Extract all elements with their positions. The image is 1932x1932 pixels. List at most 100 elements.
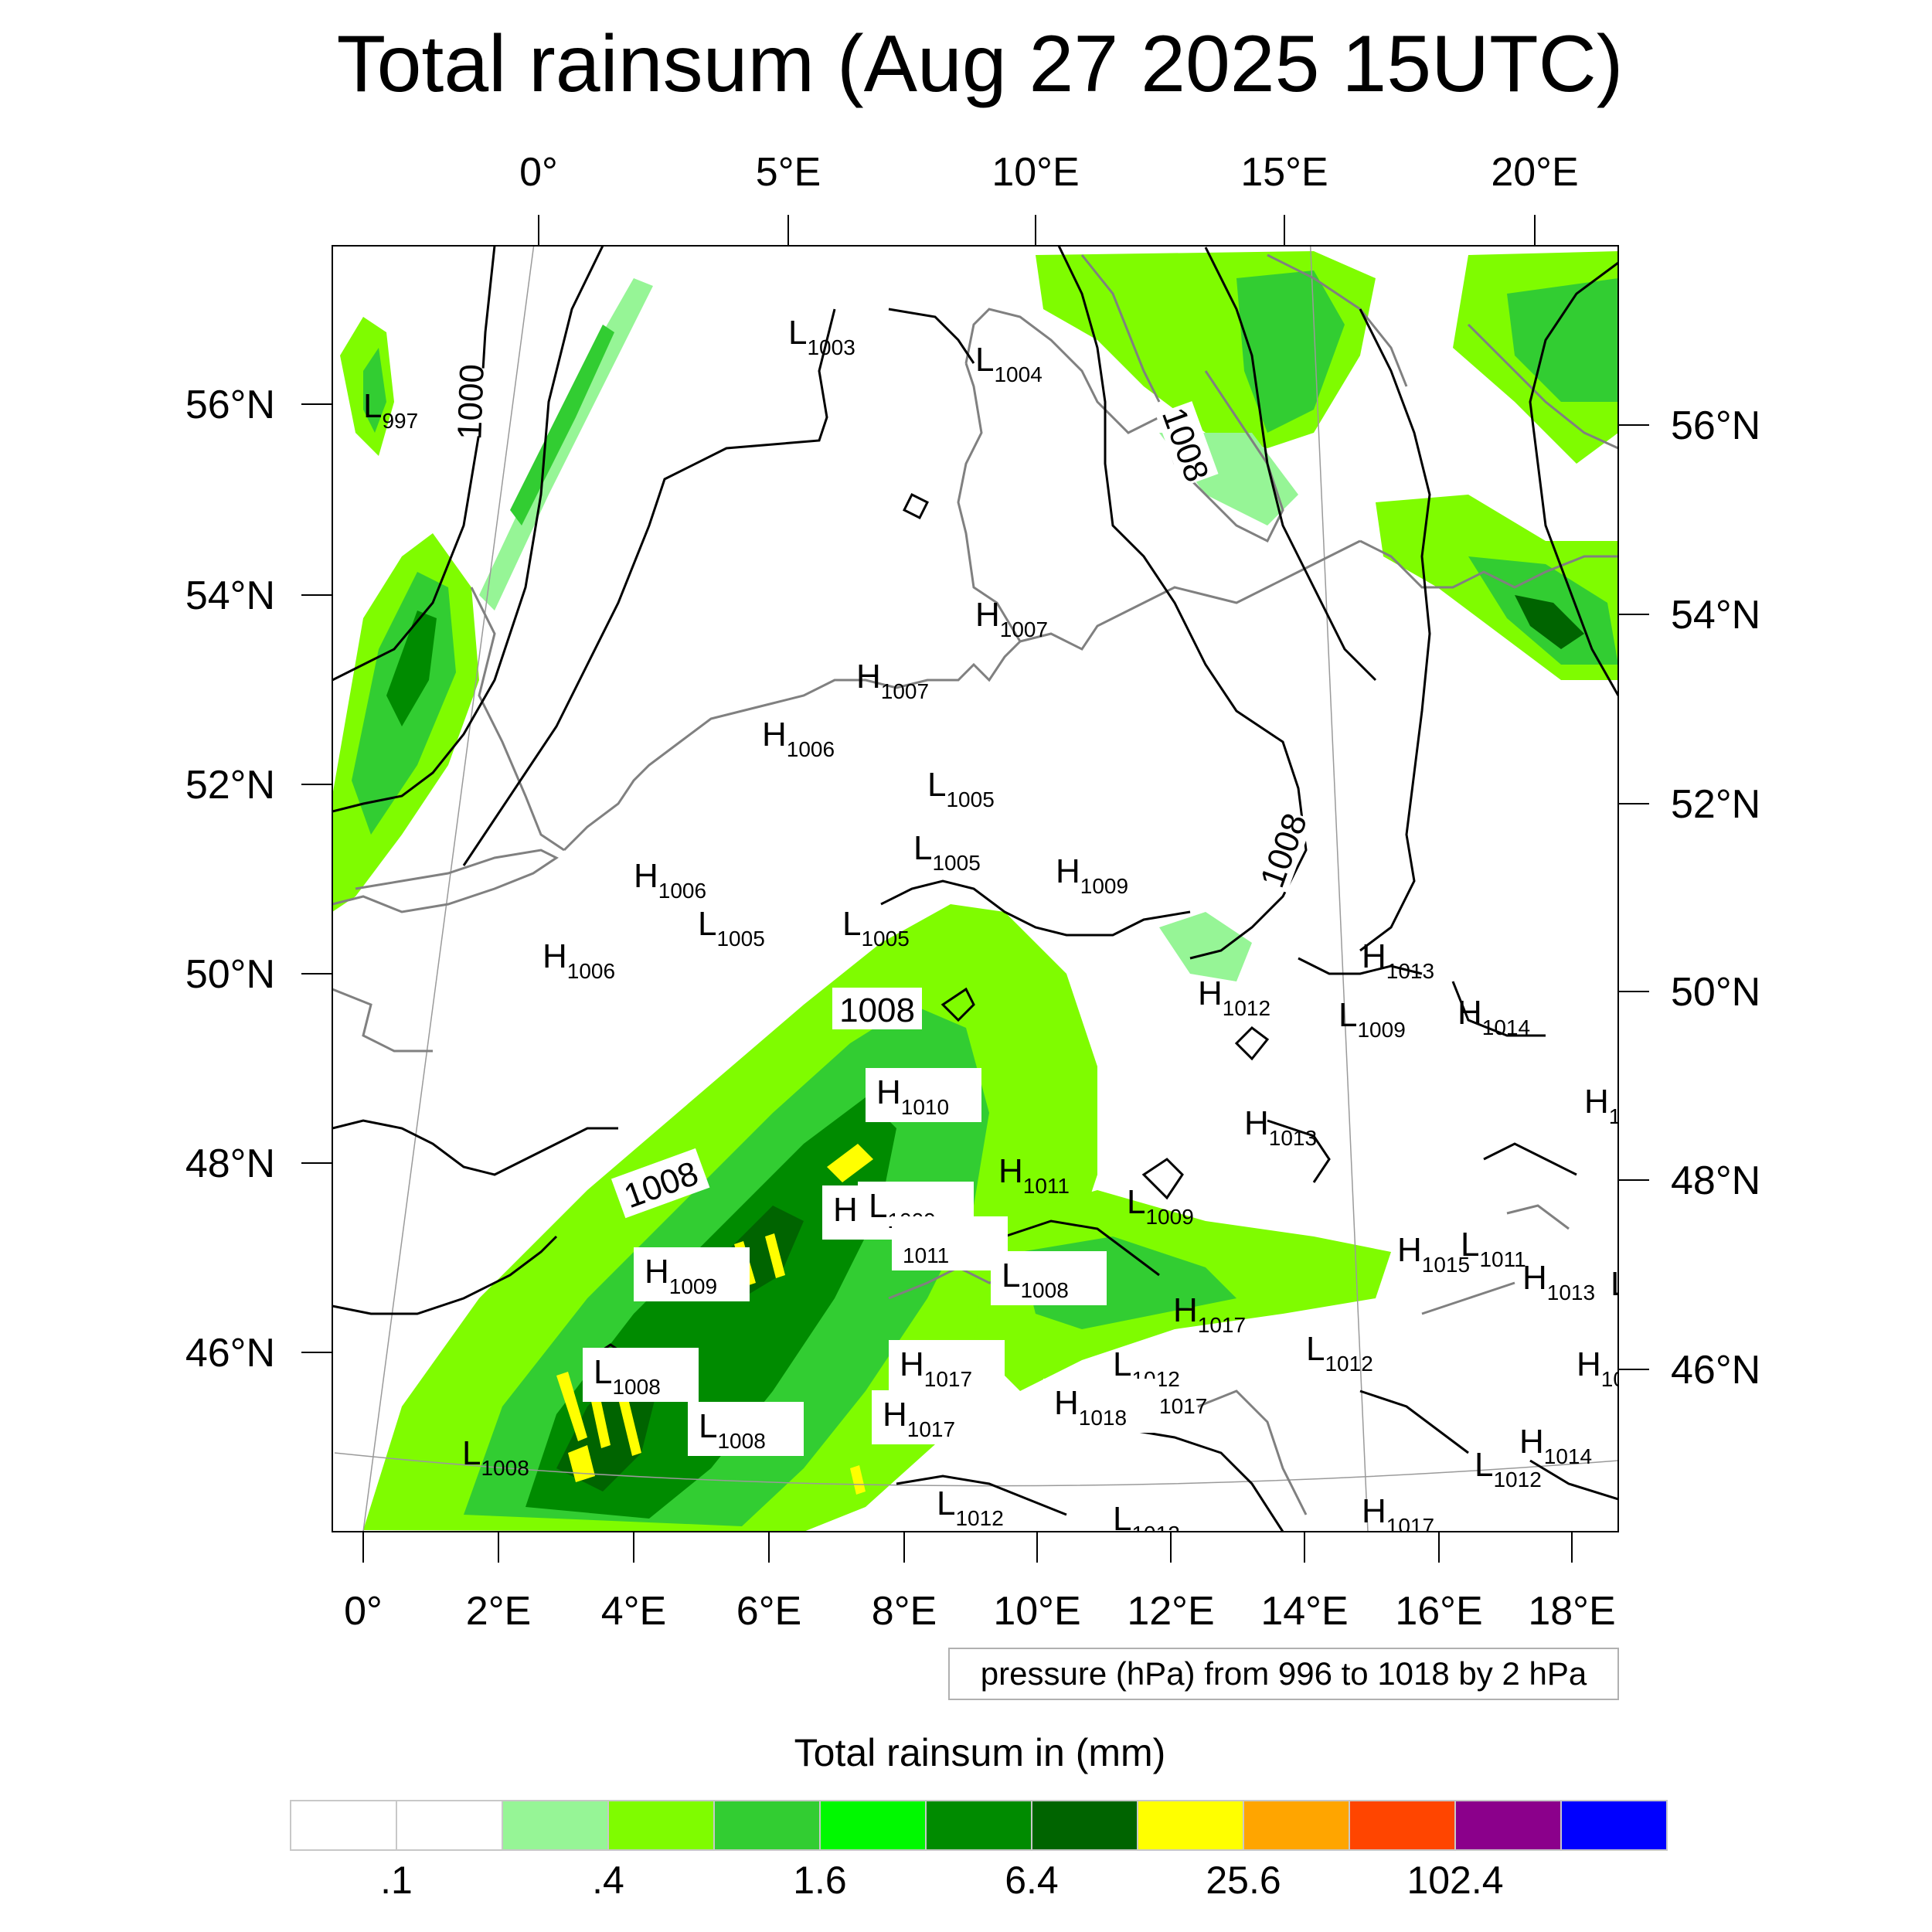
pressure-centre: H1013	[1244, 1104, 1317, 1150]
tick-label: 16°E	[1395, 1589, 1482, 1634]
rain-area	[479, 278, 653, 611]
tick-label: 2°E	[466, 1589, 531, 1634]
label-background	[866, 1068, 981, 1122]
tick-label: 8°E	[872, 1589, 937, 1634]
pressure-centre-label: H1017	[900, 1345, 972, 1391]
pressure-centre-label: H1017	[1173, 1291, 1246, 1337]
pressure-centre-label: L1005	[842, 905, 910, 951]
tick-label: 12°E	[1127, 1589, 1214, 1634]
axis-ticks	[301, 215, 1649, 1563]
colorbar-box	[925, 1800, 1032, 1851]
pressure-centre: L1005	[698, 905, 765, 951]
tick-label: 48°N	[185, 1141, 275, 1186]
pressure-centre: H1017	[889, 1340, 1005, 1394]
pressure-centre-label: H1015	[1397, 1231, 1470, 1277]
pressure-centre-label: L997	[363, 387, 418, 433]
tick-label: 0°	[519, 150, 558, 195]
pressure-centre: H1013	[1362, 937, 1434, 983]
rain-area	[850, 1465, 866, 1495]
colorbar: Total rainsum in (mm) .1 .4 1.6 6.4 25.6…	[290, 1731, 1668, 1902]
colorbar-boxes	[290, 1800, 1668, 1851]
tick-label: 10°E	[992, 150, 1079, 195]
pressure-centre-label: L1005	[927, 766, 995, 811]
pressure-centre-label: L1004	[975, 341, 1043, 386]
pressure-centre: H1017	[872, 1390, 988, 1444]
pressure-centre: 1011	[892, 1216, 1008, 1270]
label-background	[889, 1340, 1005, 1394]
pressure-centre: H1006	[634, 857, 706, 903]
label-background	[1043, 1379, 1159, 1433]
pressure-centre-label: H1017	[883, 1396, 955, 1441]
pressure-centre: L1008	[688, 1402, 804, 1456]
tick-label: 54°N	[185, 573, 275, 618]
pressure-centre: L1005	[913, 829, 981, 875]
colorbar-box	[502, 1800, 609, 1851]
pressure-centre-label: L1008	[699, 1407, 766, 1453]
pressure-note-box: pressure (hPa) from 996 to 1018 by 2 hPa	[948, 1648, 1619, 1700]
pressure-centre-label: H1013	[1244, 1104, 1317, 1150]
tick-label: 48°N	[1671, 1158, 1760, 1203]
tick-label: 46°N	[1671, 1348, 1760, 1393]
pressure-centre-label: H1009	[1056, 852, 1128, 898]
pressure-centre: L1009	[1338, 996, 1406, 1042]
isobar-label: 1008	[839, 992, 915, 1029]
pressure-centre: H1015	[1397, 1231, 1470, 1277]
pressure-centre-label: H1017	[1362, 1492, 1434, 1538]
pressure-centre: L1004	[975, 341, 1043, 386]
pressure-centre-label: L1005	[913, 829, 981, 875]
colorbar-box	[607, 1800, 715, 1851]
pressure-centre: L1008	[583, 1348, 699, 1402]
pressure-centre-label: L1008	[1002, 1257, 1069, 1302]
tick-label: 46°N	[185, 1331, 275, 1376]
isobars	[332, 246, 1618, 1532]
rain-area	[363, 348, 386, 433]
colorbar-label: .1	[380, 1859, 413, 1902]
pressure-centre-label: L1008	[462, 1434, 529, 1480]
label-background	[872, 1390, 988, 1444]
pressure-centre: H1014	[1519, 1423, 1592, 1468]
pressure-centre: H1009	[1056, 852, 1128, 898]
rain-area	[1515, 595, 1584, 649]
rain-area	[618, 1396, 641, 1456]
pressure-centre-label: L1003	[788, 314, 855, 359]
colorbar-label: 102.4	[1406, 1859, 1503, 1902]
map-title: Total rainsum (Aug 27 2025 15UTC)	[337, 19, 1624, 109]
rain-area	[765, 1233, 785, 1278]
pressure-centre: H1007	[856, 658, 929, 703]
pressure-centre: L1012	[937, 1485, 1004, 1530]
tick-label: 52°N	[185, 763, 275, 808]
pressure-centre: L1009	[1127, 1183, 1194, 1229]
pressure-centre: H1012	[1198, 975, 1270, 1020]
pressure-centre-label: L1012	[1475, 1446, 1542, 1492]
pressure-centre-label: H1012	[1198, 975, 1270, 1020]
pressure-centre: H1014	[1458, 994, 1530, 1039]
pressure-centre: L1005	[927, 766, 995, 811]
pressure-centre-label: L1005	[698, 905, 765, 951]
map-frame	[332, 245, 1619, 1532]
pressure-centre: H1011	[998, 1152, 1070, 1198]
pressure-centre-label: H1010	[876, 1073, 949, 1119]
isobar-label: 1000	[451, 363, 491, 440]
pressure-centre-label: L1009	[1127, 1183, 1194, 1229]
tick-label: 50°N	[1671, 970, 1760, 1015]
tick-label: 14°E	[1260, 1589, 1348, 1634]
colorbar-label: 1.6	[793, 1859, 847, 1902]
pressure-centre: L	[1611, 1265, 1629, 1303]
pressure-centre: 1017	[1159, 1394, 1207, 1418]
pressure-centre: H1010	[866, 1068, 981, 1122]
colorbar-box	[396, 1800, 503, 1851]
colorbar-box	[713, 1800, 821, 1851]
pressure-centre: L1012	[1306, 1330, 1373, 1376]
pressure-centre-label: L1009	[1338, 996, 1406, 1042]
pressure-centre: H1018	[1043, 1379, 1159, 1433]
pressure-note: pressure (hPa) from 996 to 1018 by 2 hPa	[981, 1655, 1587, 1692]
tick-label: 20°E	[1491, 150, 1578, 195]
colorbar-box	[1137, 1800, 1244, 1851]
pressure-centre: L1008	[462, 1434, 529, 1480]
tick-label: 0°	[344, 1589, 383, 1634]
rain-area	[510, 325, 614, 526]
pressure-centre-label: L	[1611, 1265, 1629, 1303]
bottom-axis: 0° 2°E 4°E 6°E 8°E 10°E 12°E 14°E 16°E 1…	[344, 1589, 1616, 1634]
